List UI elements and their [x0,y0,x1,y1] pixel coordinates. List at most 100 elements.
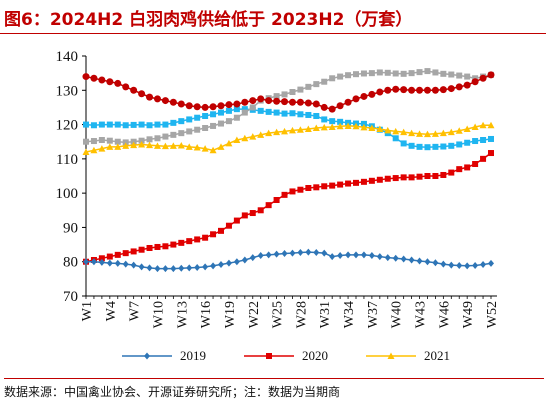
data-point [352,122,360,130]
data-point [376,253,383,261]
data-point [360,70,367,77]
data-point [384,175,391,182]
data-point [106,78,114,86]
data-point [202,234,209,241]
data-point [408,70,415,77]
data-point [193,144,201,151]
data-point [455,83,463,91]
data-point [479,74,487,82]
data-point [376,88,384,96]
data-point [288,126,296,134]
data-point [249,210,256,217]
data-point [90,74,98,82]
series-unlabeled-3 [83,106,494,151]
chart-title: 图6：2024H2 白羽肉鸡供给低于 2023H2（万套） [4,10,413,30]
data-point [106,121,113,128]
data-point [153,95,161,103]
data-point [225,222,232,229]
series-unlabeled-5 [82,71,495,113]
data-point [217,143,225,150]
series-unlabeled-4 [83,68,494,146]
data-point [146,141,154,149]
data-point [368,70,375,77]
data-point [400,255,407,263]
data-point [464,164,471,171]
data-point [400,70,407,77]
series-line [86,251,492,270]
data-point [154,121,161,128]
data-point [138,90,146,98]
data-point [178,264,185,272]
data-point [439,129,447,137]
data-point [249,254,256,262]
data-point [241,98,249,106]
data-point [185,102,193,110]
legend-swatch [366,352,416,359]
data-point [456,141,463,148]
data-point [138,137,145,144]
data-point [471,123,479,130]
data-point [257,207,264,214]
data-point [177,100,185,108]
data-point [201,145,209,152]
data-point [408,256,415,264]
data-point [186,238,193,245]
data-point [162,121,169,128]
data-point [210,111,217,118]
data-point [368,252,375,260]
y-tick-label: 90 [63,220,78,236]
data-point [384,69,391,76]
data-point [225,107,232,114]
data-point [439,86,447,94]
data-point [98,76,106,84]
data-point [321,78,328,85]
data-point [241,212,248,219]
data-point [201,103,209,111]
data-point [304,99,312,107]
data-point [193,103,201,111]
data-point [424,68,431,75]
data-point [408,142,415,149]
x-tick-label: W22 [247,301,262,328]
data-point [328,105,336,113]
data-point [130,86,138,94]
data-point [471,78,479,86]
data-point [368,124,376,131]
data-point [416,257,423,265]
data-point [146,136,153,143]
data-point [130,141,138,149]
data-point [304,125,312,133]
data-point [400,86,408,94]
x-tick-label: W28 [294,301,309,328]
data-point [273,128,281,136]
data-point [456,261,463,269]
data-point [233,217,240,224]
data-point [130,248,137,255]
data-point [376,125,384,133]
data-point [296,126,304,133]
data-point [225,101,233,109]
data-point [352,95,360,103]
data-point [194,126,201,133]
legend-label: 2019 [180,348,206,363]
x-tick-label: W25 [271,301,286,328]
data-point [210,231,217,238]
data-point [154,265,161,273]
data-point [146,93,154,101]
data-point [106,143,114,150]
x-tick-label: W40 [390,301,405,328]
data-point [488,150,494,157]
x-tick-label: W37 [366,301,381,328]
data-point [90,146,98,154]
x-tick-label: W10 [151,301,166,328]
data-point [440,171,447,178]
chart-axes: 70 80 90 100 110 120 130 140 W1 W4 W7 W10 W13 W16 W19 W… [56,49,501,328]
data-point [368,90,376,98]
data-point [297,111,304,118]
data-point [448,169,455,176]
data-point [218,227,224,234]
data-point [472,261,479,269]
data-point [463,125,471,133]
data-point [265,97,273,105]
series-2019 [83,248,494,273]
